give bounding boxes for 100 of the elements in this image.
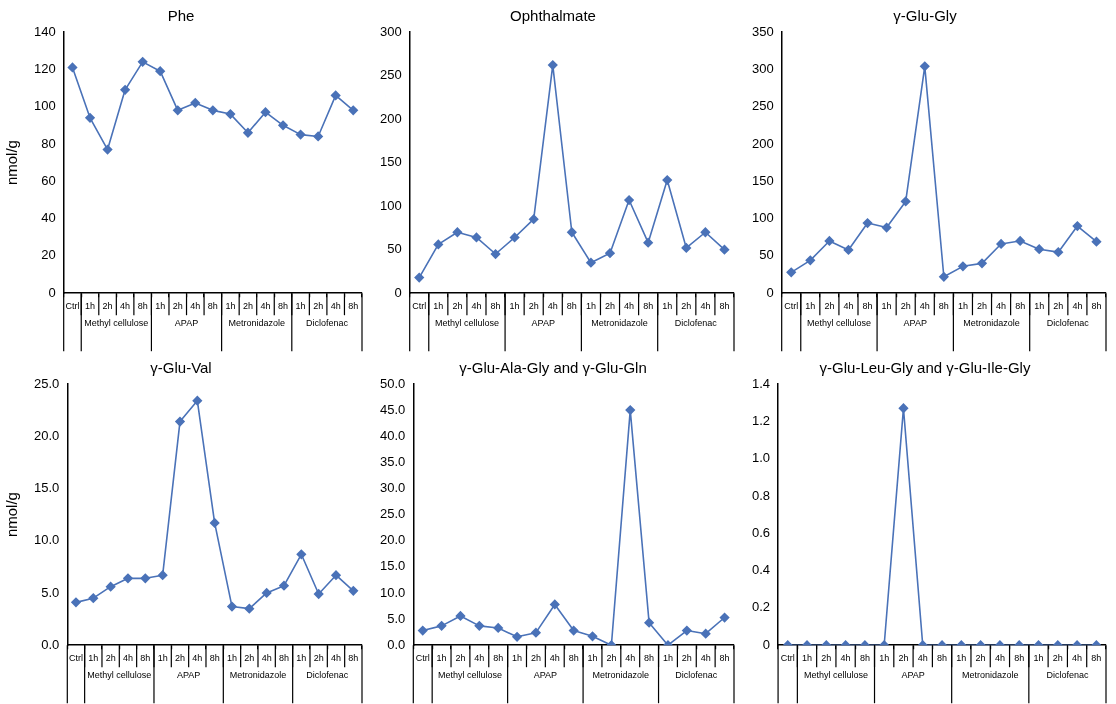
x-tick-label: 8h <box>568 653 579 664</box>
x-tick-label: 8h <box>493 653 504 664</box>
y-tick-label: 100 <box>379 197 402 213</box>
x-tick-label: Ctrl <box>784 301 799 312</box>
y-tick-label: 5.0 <box>387 610 406 626</box>
y-tick-label: 0.8 <box>751 487 771 503</box>
point <box>549 599 560 610</box>
x-tick-label: 8h <box>348 301 359 312</box>
y-tick-label: 350 <box>751 23 774 39</box>
x-tick-label: 1h <box>879 653 890 664</box>
text: Metronidazole <box>229 670 287 681</box>
point <box>175 416 185 427</box>
text: Diclofenac <box>1046 318 1090 329</box>
text: Methyl cellulose <box>803 670 868 681</box>
point <box>190 98 201 108</box>
x-tick-label: 8h <box>1015 301 1026 312</box>
point <box>662 175 673 185</box>
x-tick-label: 8h <box>1014 653 1025 664</box>
x-tick-label: 2h <box>824 301 835 312</box>
y-tick-label: 0.6 <box>751 524 771 540</box>
x-tick-label: 2h <box>172 301 183 312</box>
text: Diclofenac <box>305 318 349 329</box>
x-tick-label: 8h <box>140 653 151 664</box>
x-tick-label: 4h <box>1072 301 1083 312</box>
x-tick-label: 2h <box>452 301 463 312</box>
point <box>433 239 444 250</box>
text: Metronidazole <box>963 318 1020 329</box>
x-tick-label: 4h <box>843 301 854 312</box>
text: Methyl cellulose <box>806 318 871 329</box>
point <box>586 257 596 268</box>
x-tick-label: 4h <box>700 301 711 312</box>
point <box>295 129 306 140</box>
text: Metronidazole <box>591 318 648 329</box>
y-axis-title: nmol/g <box>3 140 21 186</box>
point <box>1015 236 1025 246</box>
point <box>261 588 272 598</box>
x-tick-label: 2h <box>313 301 324 312</box>
point <box>719 244 730 255</box>
text: Diclofenac <box>675 670 718 681</box>
x-tick-label: 2h <box>975 653 986 664</box>
x-tick-label: 1h <box>295 301 306 312</box>
x-tick-label: 4h <box>471 301 482 312</box>
x-tick-label: 2h <box>105 653 116 664</box>
y-tick-label: 200 <box>379 110 402 126</box>
chart-title: Ophthalmate <box>510 7 596 25</box>
x-tick-label: 4h <box>625 653 636 664</box>
x-tick-label: 1h <box>85 301 96 312</box>
x-tick-label: 2h <box>174 653 185 664</box>
x-tick-label: 4h <box>261 653 272 664</box>
x-tick-label: 2h <box>313 653 324 664</box>
y-tick-label: 40 <box>41 210 56 226</box>
text: Methyl cellulose <box>434 318 499 329</box>
point <box>296 549 307 560</box>
point <box>278 120 288 131</box>
point <box>958 261 968 272</box>
y-tick-label: 20.0 <box>379 532 406 548</box>
x-tick-label: 1h <box>1033 653 1044 664</box>
x-tick-label: 2h <box>455 653 466 664</box>
point <box>1072 221 1083 231</box>
x-tick-label: Ctrl <box>68 653 83 664</box>
point <box>624 195 634 205</box>
point <box>172 105 183 116</box>
point <box>996 239 1006 249</box>
y-tick-label: 50 <box>387 241 402 257</box>
point <box>881 222 892 233</box>
y-tick-label: 1.4 <box>751 375 771 391</box>
y-tick-label: 0.0 <box>387 636 406 652</box>
x-tick-label: 8h <box>643 301 654 312</box>
x-tick-label: 8h <box>278 653 289 664</box>
x-tick-label: 1h <box>956 653 967 664</box>
chart-title: γ-Glu-Gly <box>893 7 958 25</box>
x-tick-label: 2h <box>530 653 541 664</box>
point <box>243 127 253 138</box>
x-tick-label: 4h <box>260 301 271 312</box>
text: APAP <box>531 318 555 329</box>
y-tick-label: 30.0 <box>379 480 406 496</box>
point <box>227 601 237 612</box>
y-tick-label: 10.0 <box>379 584 406 600</box>
x-tick-label: 8h <box>1091 301 1102 312</box>
text: Diclofenac <box>674 318 718 329</box>
x-tick-label: 4h <box>624 301 635 312</box>
point <box>209 518 220 528</box>
point <box>805 255 816 266</box>
point <box>700 227 711 238</box>
point <box>348 586 359 596</box>
point <box>313 589 324 599</box>
point <box>900 196 911 207</box>
x-tick-label: 1h <box>433 301 444 312</box>
point <box>67 62 78 73</box>
x-tick-label: 1h <box>881 301 892 312</box>
y-tick-label: 10.0 <box>33 532 60 548</box>
point <box>102 144 113 155</box>
text: Diclofenac <box>306 670 349 681</box>
x-tick-label: 2h <box>1052 653 1063 664</box>
point <box>1034 244 1045 254</box>
point <box>625 405 636 415</box>
x-tick-label: 1h <box>512 653 523 664</box>
point <box>455 611 466 621</box>
point <box>587 631 598 642</box>
text: APAP <box>901 670 925 681</box>
